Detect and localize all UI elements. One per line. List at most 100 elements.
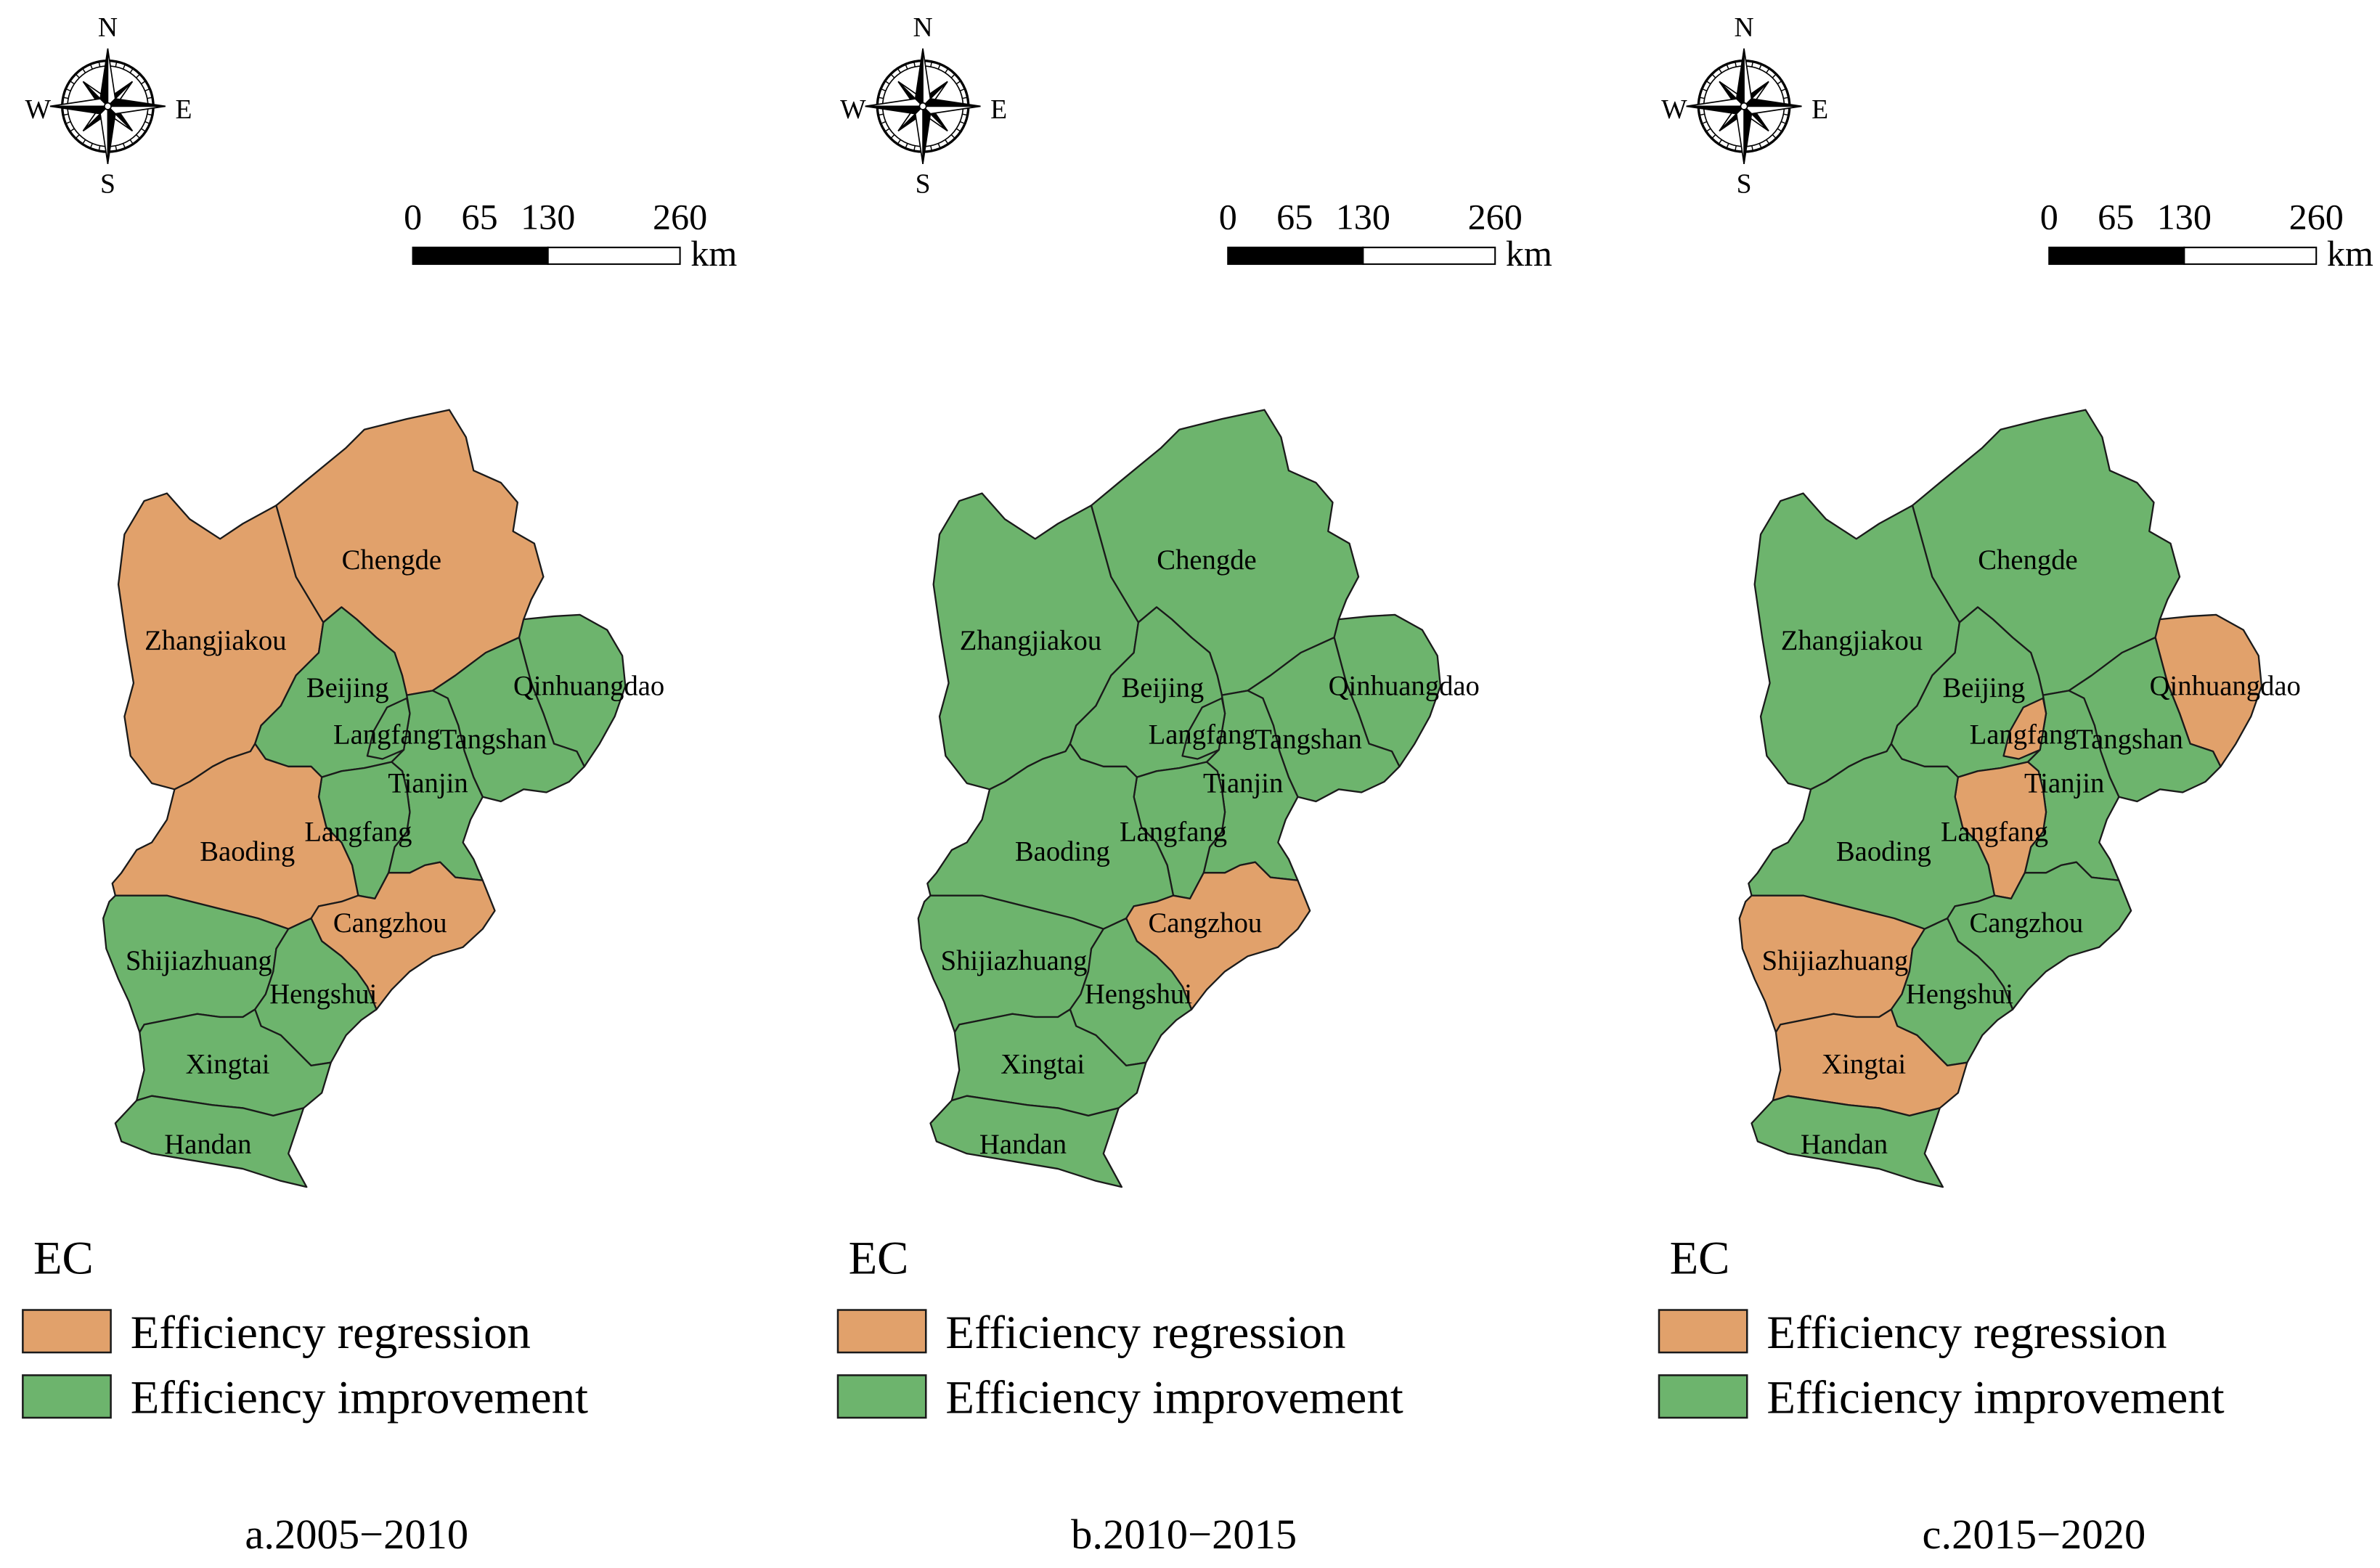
- region-label-beijing: Beijing: [306, 673, 389, 703]
- region-label-handan: Handan: [1801, 1130, 1888, 1160]
- panel-caption: b.2010−2015: [1071, 1511, 1297, 1558]
- legend: EC Efficiency regression Efficiency improv…: [22, 1232, 588, 1424]
- scale-bar-black-segment: [1227, 246, 1364, 265]
- compass-tick: [1772, 134, 1777, 139]
- compass-tick: [913, 145, 916, 152]
- compass-tick: [1711, 134, 1716, 139]
- compass-east-label: E: [1812, 94, 1828, 125]
- region-label-shijiazhuang: Shijiazhuang: [941, 946, 1088, 976]
- scale-bar-white-segment: [1362, 246, 1496, 265]
- region-label-langfang-south: Langfang: [304, 817, 412, 847]
- panel-caption: a.2005−2010: [245, 1511, 468, 1558]
- compass-tick: [1751, 145, 1754, 152]
- region-label-xingtai: Xingtai: [1001, 1049, 1085, 1079]
- compass-tick: [905, 143, 908, 149]
- compass-tick: [1758, 143, 1762, 149]
- compass-tick: [1699, 113, 1705, 116]
- compass-tick: [890, 73, 895, 78]
- region-label-baoding: Baoding: [1836, 837, 1931, 867]
- compass-tick: [1735, 145, 1737, 152]
- compass-tick: [122, 64, 126, 70]
- scale-bar-tick-label: 130: [1336, 197, 1390, 237]
- region-label-handan: Handan: [979, 1130, 1067, 1160]
- compass-west-label: W: [1661, 94, 1687, 125]
- compass-north-label: N: [1734, 12, 1753, 43]
- compass-tick: [913, 61, 916, 68]
- compass-tick: [1766, 68, 1770, 73]
- compass-tick: [65, 88, 71, 91]
- region-label-xingtai: Xingtai: [1822, 1049, 1906, 1079]
- scale-bar-tick-label: 260: [2289, 197, 2344, 237]
- compass-tick: [1726, 64, 1729, 70]
- scale-bar-tick-label: 65: [2098, 197, 2134, 237]
- compass-tick: [144, 88, 150, 91]
- legend-swatch-regression: [22, 1309, 112, 1354]
- region-map: Zhangjiakou Chengde Beijing Qinhuangdao Tang…: [1738, 409, 2301, 1188]
- region-label-qinhuangdao: Qinhuangdao: [2150, 671, 2301, 702]
- region-langfang-north: [366, 697, 411, 760]
- compass-rose-icon: [49, 48, 166, 164]
- compass-east-label: E: [175, 94, 192, 125]
- region-label-baoding: Baoding: [1015, 837, 1110, 867]
- region-langfang-north: [1181, 697, 1226, 760]
- compass-tick: [884, 80, 890, 85]
- legend-label-regression: Efficiency regression: [1766, 1307, 2167, 1359]
- compass-south-label: S: [100, 169, 115, 200]
- compass-tick: [1780, 88, 1787, 91]
- region-label-langfang-south: Langfang: [1941, 817, 2048, 847]
- region-label-cangzhou: Cangzhou: [1149, 908, 1263, 939]
- compass-tick: [122, 143, 126, 149]
- compass-tick: [880, 88, 887, 91]
- region-label-hengshui: Hengshui: [1906, 979, 2013, 1010]
- scale-bar-unit: km: [690, 233, 737, 274]
- region-label-hengshui: Hengshui: [1085, 979, 1192, 1010]
- scale-bar-tick-label: 260: [653, 197, 707, 237]
- compass-east-label: E: [990, 94, 1007, 125]
- compass-tick: [950, 134, 955, 139]
- region-label-langfang-south: Langfang: [1120, 817, 1227, 847]
- compass-tick: [136, 134, 141, 139]
- legend: EC Efficiency regression Efficiency improv…: [1658, 1232, 2225, 1424]
- compass-point-light: [49, 98, 110, 107]
- scale-bar-white-segment: [547, 246, 681, 265]
- compass-tick: [129, 139, 134, 144]
- region-label-tianjin: Tianjin: [2024, 768, 2104, 799]
- compass-tick: [945, 139, 949, 144]
- region-label-tianjin: Tianjin: [1203, 768, 1283, 799]
- compass-tick: [129, 68, 134, 73]
- region-label-baoding: Baoding: [200, 837, 295, 867]
- compass-tick: [1701, 121, 1708, 125]
- compass-tick: [897, 139, 901, 144]
- region-handan: [1751, 1095, 1944, 1188]
- compass-tick: [959, 88, 966, 91]
- legend-label-improvement: Efficiency improvement: [1766, 1372, 2224, 1424]
- compass-tick: [1718, 139, 1722, 144]
- scale-bar-unit: km: [2327, 233, 2373, 274]
- compass-tick: [930, 145, 933, 152]
- compass-tick: [65, 121, 71, 125]
- region-label-qinhuangdao: Qinhuangdao: [1329, 671, 1480, 702]
- region-label-tianjin: Tianjin: [388, 768, 468, 799]
- compass-tick: [1711, 73, 1716, 78]
- scale-bar-tick-label: 260: [1468, 197, 1523, 237]
- compass-tick: [880, 121, 887, 125]
- compass-tick: [1780, 121, 1787, 125]
- compass-tick: [930, 61, 933, 68]
- legend-title: EC: [849, 1232, 909, 1284]
- legend-title: EC: [1670, 1232, 1730, 1284]
- compass-north-label: N: [98, 12, 118, 43]
- region-label-tangshan: Tangshan: [440, 724, 547, 755]
- compass-south-label: S: [916, 169, 931, 200]
- compass-tick: [878, 113, 884, 116]
- compass-north-label: N: [913, 12, 932, 43]
- scale-bar-tick-label: 0: [1219, 197, 1237, 237]
- compass-south-label: S: [1737, 169, 1752, 200]
- compass-tick: [890, 134, 895, 139]
- region-label-zhangjiakou: Zhangjiakou: [144, 626, 286, 656]
- compass-rose-icon: [865, 48, 981, 164]
- legend-label-improvement: Efficiency improvement: [131, 1372, 588, 1424]
